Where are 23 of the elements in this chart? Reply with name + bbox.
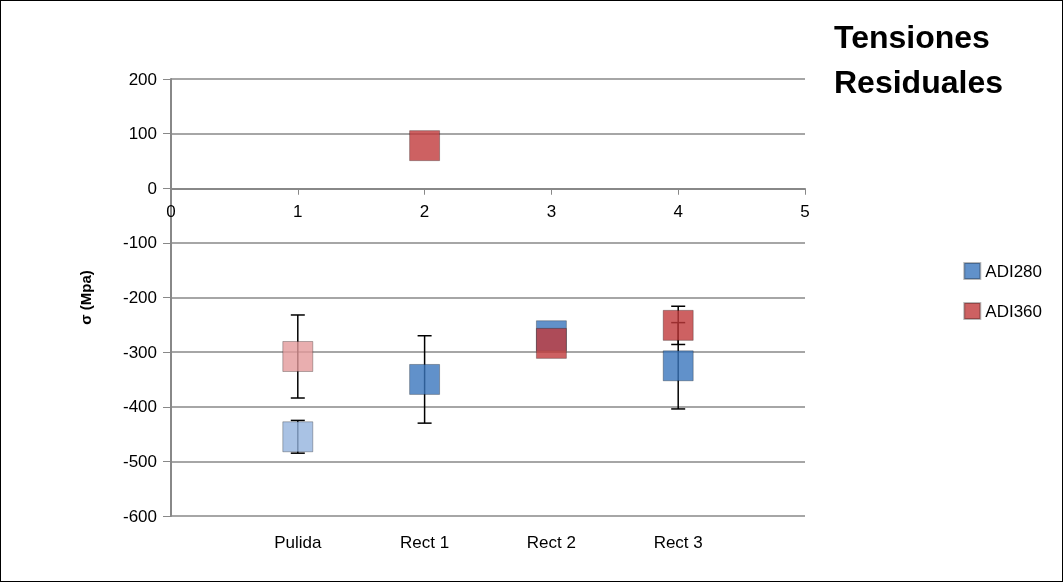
text: Tensiones Residuales — [834, 18, 1003, 100]
y-tick-label: -200 — [122, 288, 157, 307]
x2-tick-label: 1 — [293, 201, 303, 221]
x2-tick-label: 2 — [419, 201, 430, 221]
y-tick-label: -500 — [122, 451, 157, 471]
x-tick-label: Pulida — [274, 533, 322, 552]
y-tick-label: -300 — [122, 342, 157, 362]
y-tick-label: 200 — [128, 69, 157, 89]
x2-tick-label: 5 — [800, 201, 810, 221]
legend-label: ADI280 — [985, 261, 1042, 281]
y-tick-label: -600 — [122, 506, 157, 526]
x2-tick-label: 4 — [673, 201, 683, 221]
y-tick-label: -100 — [122, 233, 157, 253]
y-tick-label: -400 — [122, 397, 157, 417]
y-tick-label: 100 — [128, 124, 157, 144]
x-tick-label: Rect 1 — [400, 533, 450, 552]
y-tick-label: 0 — [147, 178, 157, 198]
y-axis-title: σ (Mpa) — [77, 270, 94, 325]
x-tick-label: Rect 2 — [526, 533, 576, 552]
x2-tick-label: 0 — [166, 201, 176, 221]
x-tick-label: Rect 3 — [653, 533, 703, 552]
x2-tick-label: 3 — [546, 201, 557, 221]
legend-label: ADI360 — [985, 301, 1042, 321]
